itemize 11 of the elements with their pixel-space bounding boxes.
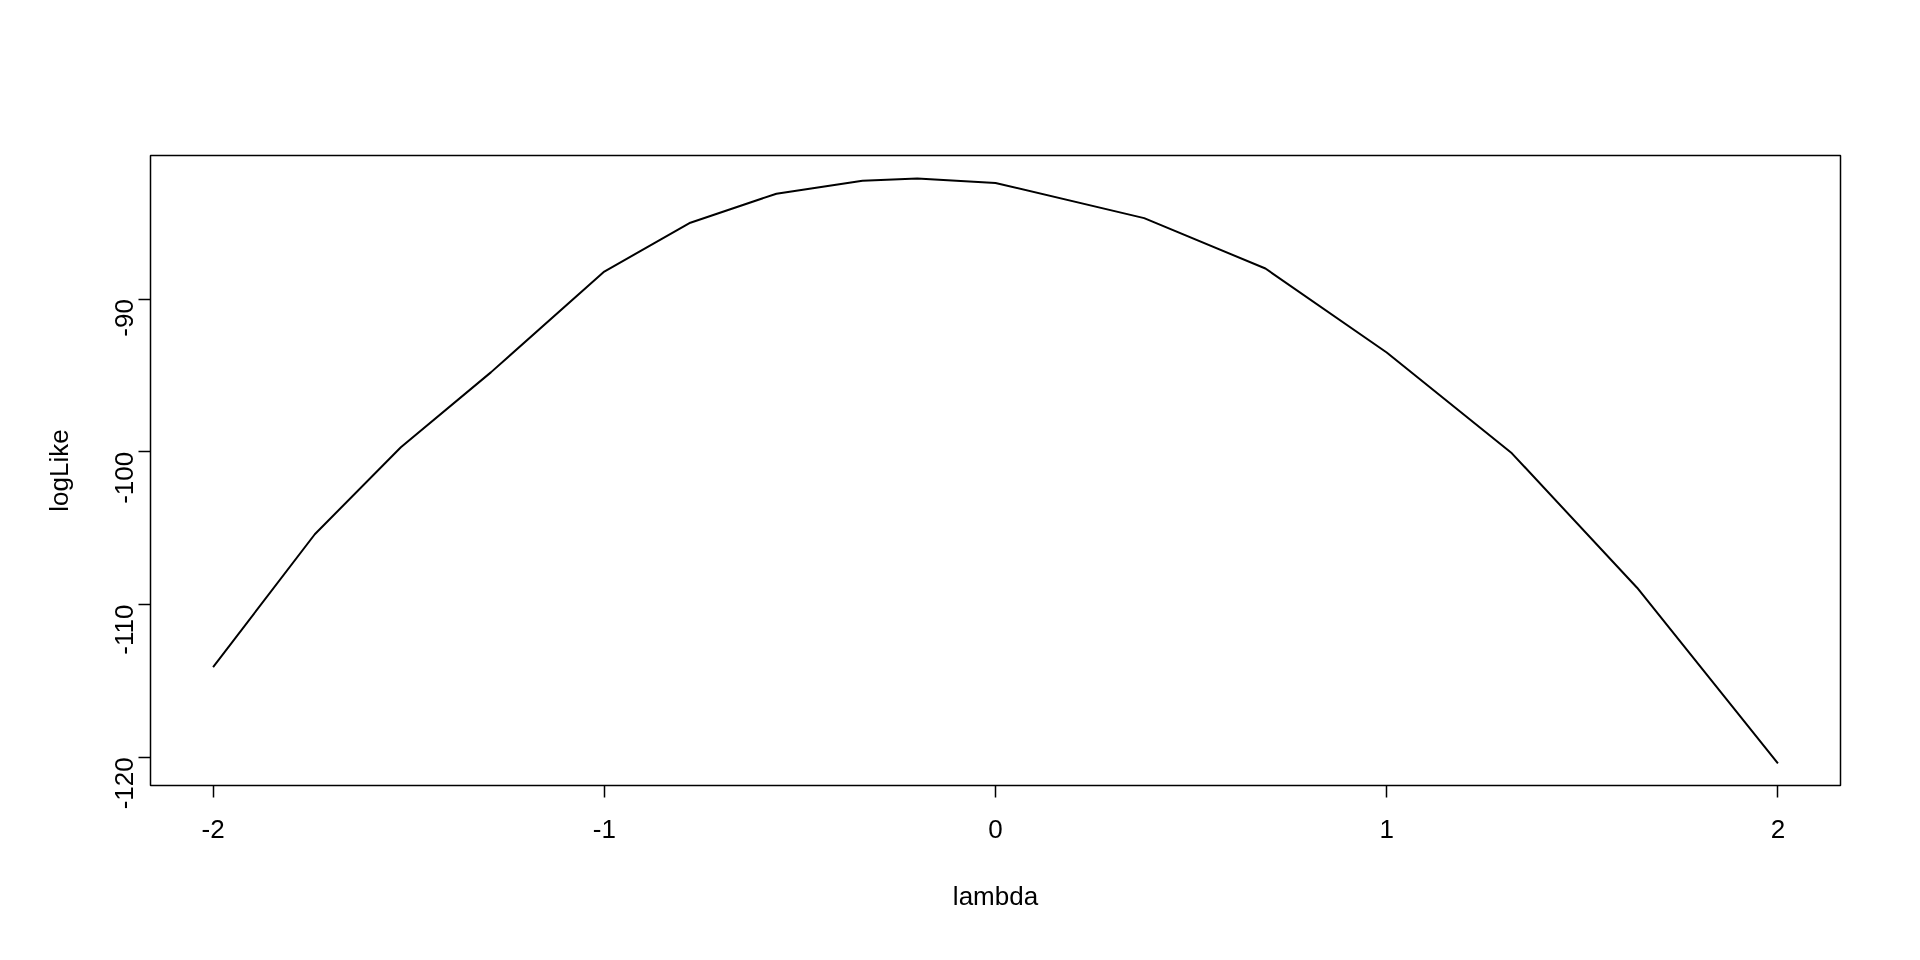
- y-tick-label: -100: [109, 451, 140, 504]
- x-tick-label: -2: [201, 813, 225, 844]
- y-tick-label: -90: [109, 299, 140, 337]
- x-tick-label: 2: [1770, 813, 1786, 844]
- x-axis-title: lambda: [952, 880, 1039, 911]
- y-tick-label: -120: [109, 757, 140, 810]
- x-tick-label: -1: [592, 813, 616, 844]
- x-tick-label: 1: [1379, 813, 1394, 844]
- y-tick-label: -110: [109, 604, 140, 655]
- x-tick-label: 0: [988, 813, 1003, 844]
- y-axis-title: logLike: [43, 429, 74, 512]
